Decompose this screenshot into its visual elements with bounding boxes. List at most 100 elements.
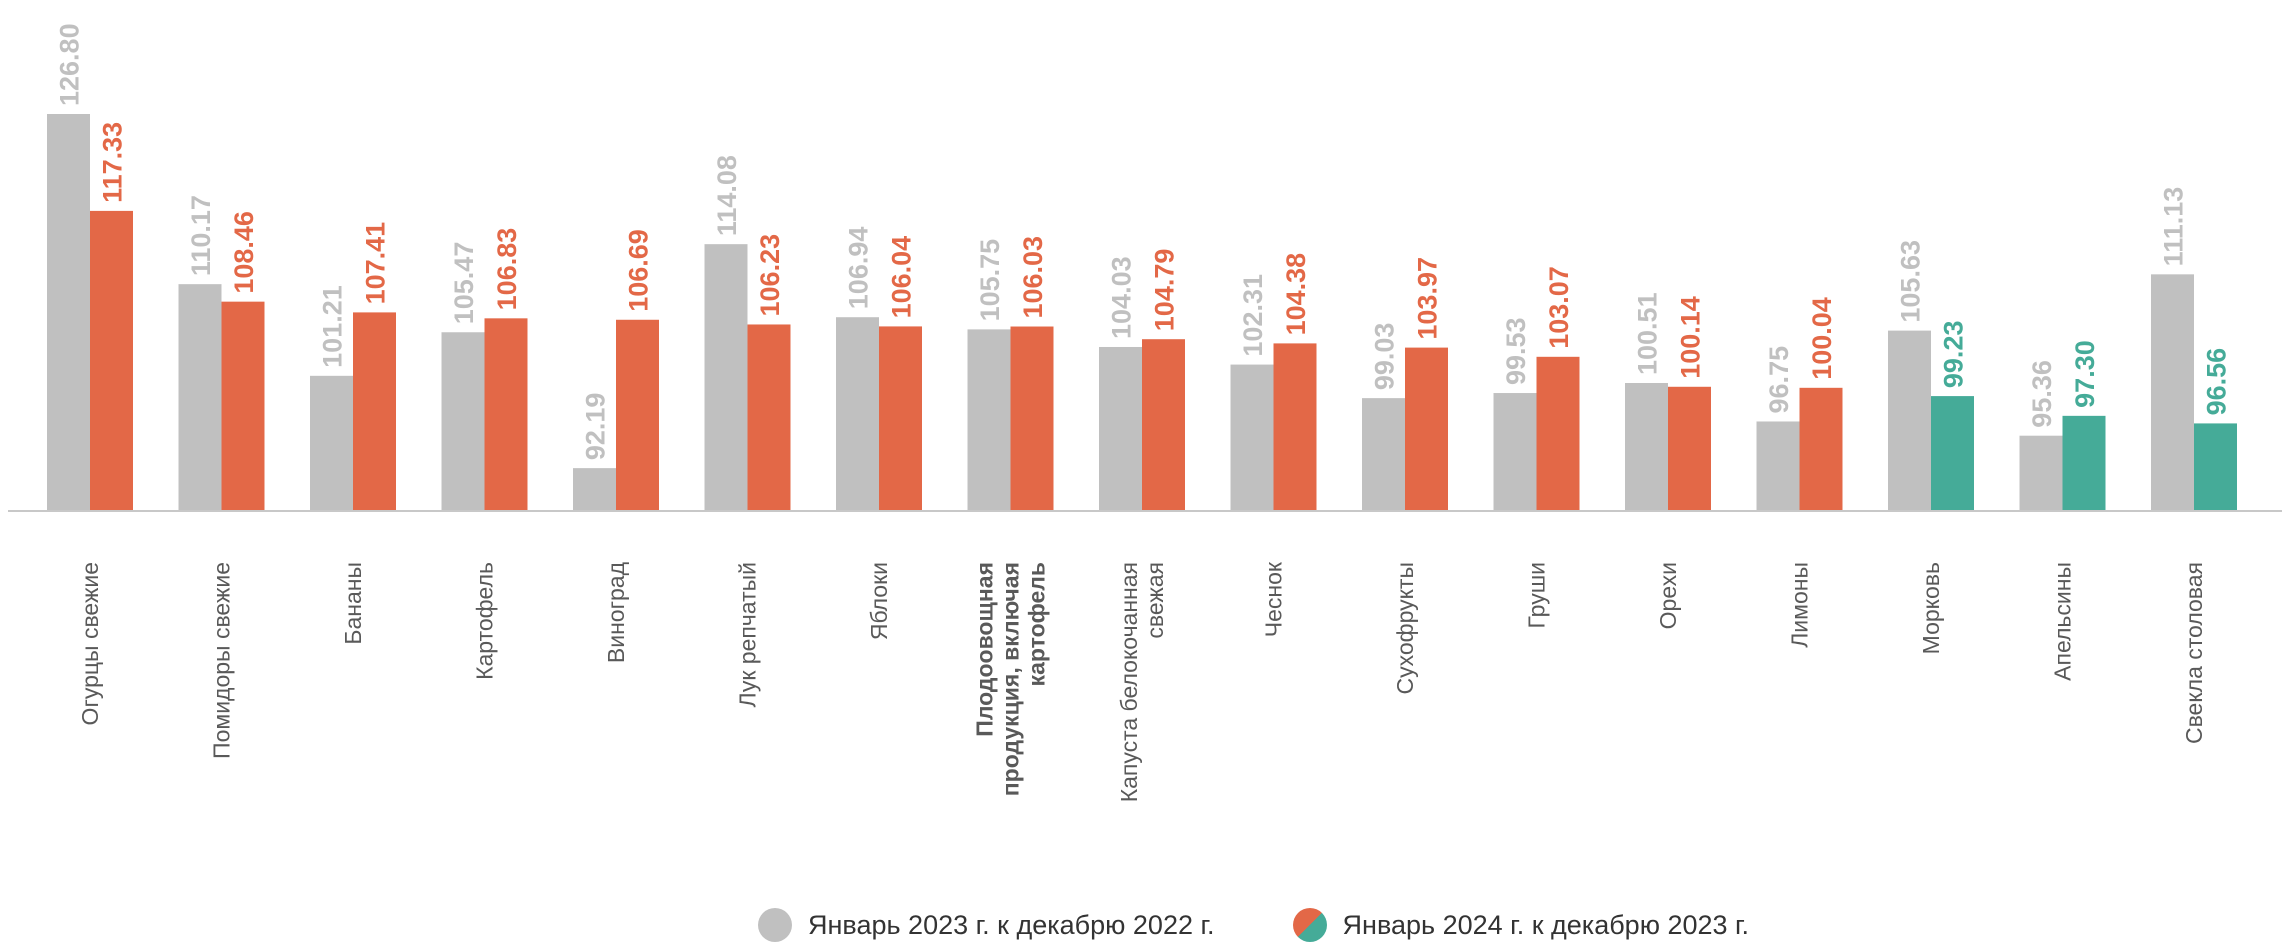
bar-2024: [879, 326, 922, 511]
category-label-line: Капуста белокочанная: [1116, 562, 1142, 802]
bar-2023: [1099, 346, 1142, 511]
value-label-2023: 100.51: [1633, 292, 1663, 375]
value-label-2023: 105.63: [1896, 240, 1926, 323]
legend-label-2023: Январь 2023 г. к декабрю 2022 г.: [808, 909, 1215, 940]
value-label-2024: 106.69: [624, 229, 654, 312]
bar-2024: [1142, 339, 1185, 511]
category-label-line: Чеснок: [1261, 561, 1287, 637]
category-label: Орехи: [1655, 562, 1681, 629]
value-label-2023: 110.17: [186, 195, 216, 276]
value-label-2024: 107.41: [361, 222, 391, 305]
value-label-2024: 117.33: [98, 122, 128, 203]
value-label-2024: 106.23: [755, 234, 785, 317]
bar-2024: [2062, 415, 2106, 511]
category-label-line: Виноград: [603, 561, 629, 663]
bar-chart: 126.80 117.33 110.17 108.46 101.21 107.41 105.…: [8, 23, 2282, 802]
category-label-line: Огурцы свежие: [77, 562, 103, 725]
value-label-2023: 104.03: [1107, 256, 1137, 339]
category-label-line: Яблоки: [866, 562, 892, 640]
category-label: Бананы: [340, 562, 366, 645]
category-label-line: картофель: [1024, 562, 1050, 686]
bar-2023: [1362, 398, 1405, 511]
value-labels-group: 126.80 117.33 110.17 108.46 101.21 107.41 105.…: [55, 23, 2232, 460]
value-label-2023: 102.31: [1238, 274, 1268, 357]
value-label-2023: 99.03: [1370, 323, 1400, 391]
category-label: Плодоовощнаяпродукция, включаякартофель: [972, 562, 1050, 796]
value-label-2024: 104.38: [1281, 253, 1311, 336]
legend: Январь 2023 г. к декабрю 2022 г. Январь …: [758, 906, 1749, 944]
category-label: Капуста белокочаннаясвежая: [1116, 562, 1168, 802]
bar-2023: [836, 317, 879, 511]
category-label: Свекла столовая: [2181, 562, 2207, 744]
category-label: Апельсины: [2050, 562, 2076, 681]
value-label-2023: 95.36: [2027, 360, 2057, 428]
value-label-2024: 97.30: [2070, 340, 2100, 408]
value-label-2024: 106.03: [1018, 236, 1048, 319]
bar-2024: [2194, 423, 2237, 511]
bar-2024: [484, 318, 528, 511]
bar-2023: [1230, 364, 1274, 511]
bar-2024: [1668, 386, 1711, 511]
bar-2024: [1405, 347, 1448, 511]
bar-2023: [441, 332, 485, 511]
bar-2024: [1931, 396, 1974, 511]
bar-2024: [221, 301, 265, 511]
value-label-2024: 100.04: [1807, 297, 1837, 380]
bar-2023: [1756, 421, 1800, 511]
bar-2023: [967, 329, 1011, 511]
category-labels-group: Огурцы свежие Помидоры свежие Бананы Картоф…: [77, 561, 2207, 802]
category-label: Картофель: [472, 562, 498, 680]
value-label-2024: 103.07: [1544, 266, 1574, 349]
value-label-2023: 92.19: [581, 393, 611, 461]
category-label: Морковь: [1918, 562, 1944, 654]
category-label-line: Бананы: [340, 562, 366, 645]
category-label-line: Морковь: [1918, 562, 1944, 654]
category-label-line: Картофель: [472, 562, 498, 680]
category-label-line: продукция, включая: [998, 562, 1024, 796]
category-label-line: свежая: [1142, 562, 1168, 639]
bar-2024: [747, 324, 791, 511]
bar-2023: [1493, 393, 1537, 511]
bar-2024: [1799, 387, 1843, 511]
category-label: Лимоны: [1787, 562, 1813, 648]
bar-2023: [310, 375, 353, 511]
bar-2023: [2151, 274, 2194, 511]
category-label: Яблоки: [866, 562, 892, 640]
bar-2023: [178, 284, 222, 511]
bar-2024: [90, 210, 133, 511]
bar-2023: [704, 244, 748, 511]
legend-item-2023: Январь 2023 г. к декабрю 2022 г.: [758, 908, 1215, 942]
value-label-2024: 96.56: [2202, 348, 2232, 416]
value-label-2023: 99.53: [1501, 317, 1531, 385]
bar-2023: [47, 114, 90, 511]
category-label: Сухофрукты: [1392, 562, 1418, 695]
value-label-2024: 106.04: [887, 236, 917, 319]
bar-2024: [1010, 326, 1054, 511]
value-label-2023: 111.13: [2159, 187, 2189, 267]
value-label-2024: 104.79: [1150, 249, 1180, 332]
value-label-2024: 106.83: [492, 228, 522, 311]
category-label: Огурцы свежие: [77, 562, 103, 725]
category-label: Помидоры свежие: [209, 562, 235, 759]
category-label-line: Груши: [1524, 562, 1550, 629]
value-label-2024: 99.23: [1939, 321, 1969, 389]
category-label: Груши: [1524, 562, 1550, 629]
bar-2024: [353, 312, 396, 511]
legend-label-2024: Январь 2024 г. к декабрю 2023 г.: [1342, 909, 1750, 940]
category-label-line: Орехи: [1655, 562, 1681, 629]
value-label-2024: 100.14: [1676, 296, 1706, 379]
category-label: Чеснок: [1261, 561, 1287, 637]
category-label-line: Лимоны: [1787, 562, 1813, 648]
bar-2024: [1273, 343, 1317, 511]
value-label-2023: 101.21: [318, 285, 348, 368]
category-label: Виноград: [603, 561, 629, 663]
value-label-2023: 106.94: [844, 227, 874, 310]
bar-2024: [616, 319, 659, 511]
value-label-2023: 126.80: [55, 23, 85, 106]
bar-2023: [573, 468, 616, 511]
value-label-2023: 105.47: [449, 242, 479, 325]
category-label-line: Сухофрукты: [1392, 562, 1418, 695]
value-label-2024: 108.46: [229, 211, 259, 294]
bar-2023: [2019, 435, 2063, 511]
bars-group: [47, 114, 2237, 511]
